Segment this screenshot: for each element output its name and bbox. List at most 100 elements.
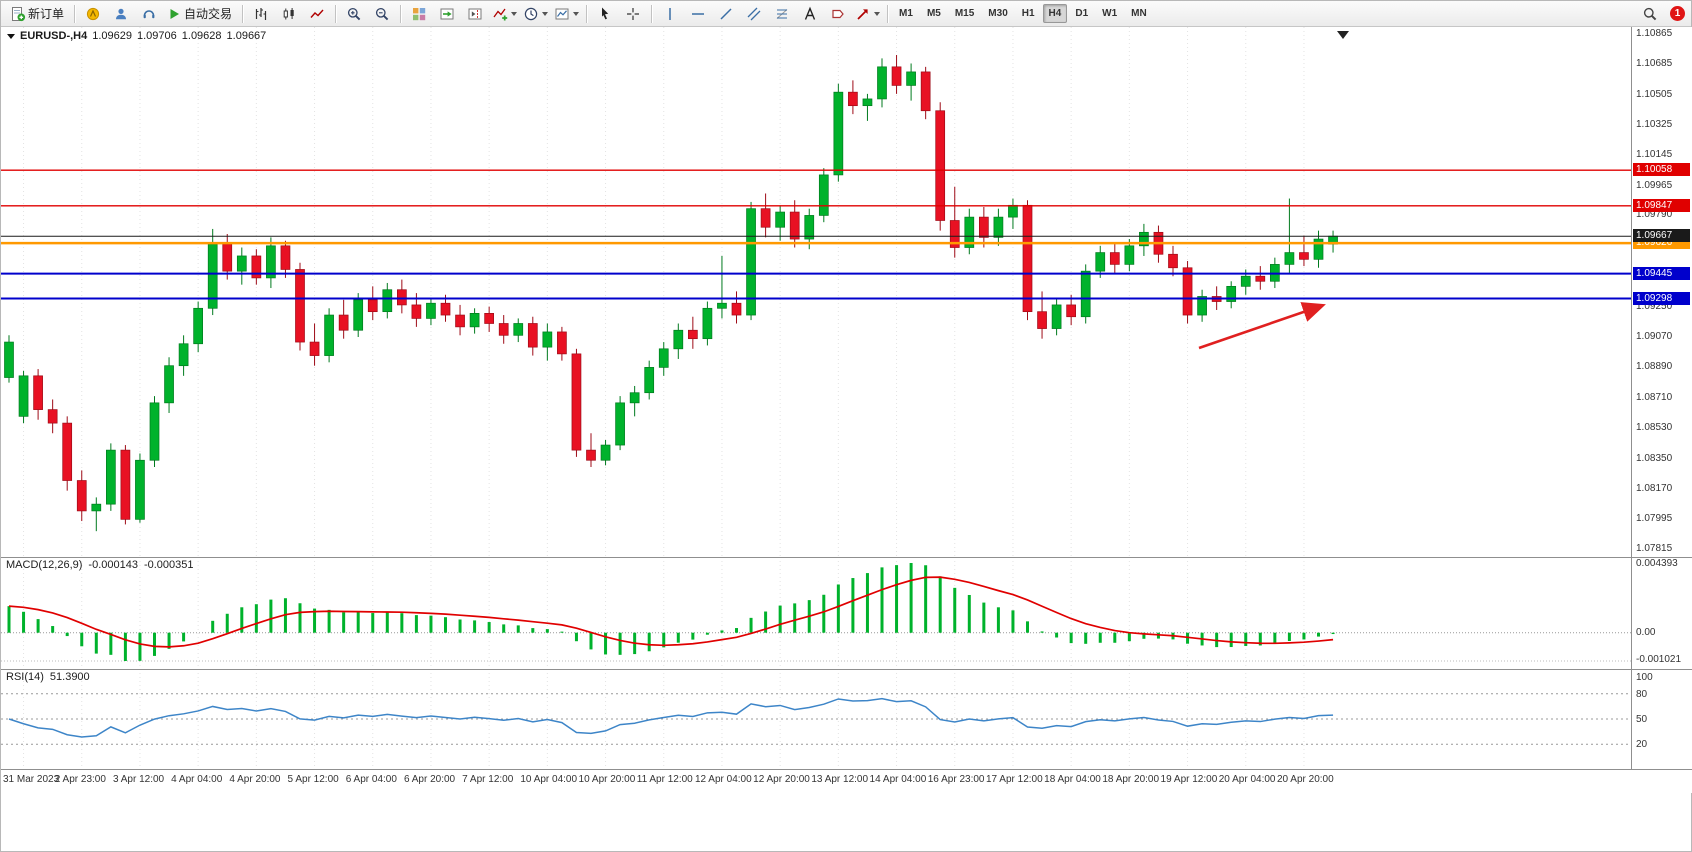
panel-divider[interactable] bbox=[1, 669, 1692, 670]
candle bbox=[1022, 200, 1033, 321]
horizontal-line-tool-button[interactable] bbox=[684, 2, 712, 25]
search-button[interactable] bbox=[1636, 2, 1664, 25]
timeframe-m30-button[interactable]: M30 bbox=[988, 8, 1008, 19]
candle bbox=[542, 323, 553, 361]
chart-area: EURUSD-,H4 1.09629 1.09706 1.09628 1.096… bbox=[1, 27, 1692, 793]
price-axis-tick: 1.07815 bbox=[1636, 542, 1673, 554]
time-axis-label: 31 Mar 2023 bbox=[3, 774, 60, 785]
trendline-tool-button[interactable] bbox=[712, 2, 740, 25]
time-axis-label: 6 Apr 20:00 bbox=[403, 774, 456, 785]
price-axis[interactable]: 1.10865 1.10685 1.10505 1.10325 1.10145 1.099… bbox=[1631, 27, 1692, 769]
price-axis-tick: 1.10865 bbox=[1636, 27, 1673, 39]
candle-chart-button[interactable] bbox=[275, 2, 303, 25]
profile-button[interactable] bbox=[107, 2, 135, 25]
chevron-down-icon bbox=[874, 11, 881, 16]
candle bbox=[513, 318, 524, 343]
periods-button[interactable] bbox=[520, 2, 551, 25]
new-order-button[interactable]: 新订单 bbox=[7, 2, 70, 25]
candle bbox=[1226, 281, 1237, 309]
time-axis-label: 20 Apr 20:00 bbox=[1276, 774, 1334, 785]
timeframe-d1-button[interactable]: D1 bbox=[1075, 8, 1089, 19]
cursor-tool-button[interactable] bbox=[591, 2, 619, 25]
macd-main-value: -0.000143 bbox=[88, 559, 138, 571]
rsi-canvas[interactable] bbox=[1, 669, 1631, 769]
fibonacci-tool-button[interactable] bbox=[768, 2, 796, 25]
macd-axis-tick: 0.004393 bbox=[1636, 558, 1678, 569]
timeframe-m15-button[interactable]: M15 bbox=[954, 8, 975, 19]
price-chart-canvas[interactable] bbox=[1, 27, 1631, 557]
autotrading-label: 自动交易 bbox=[184, 7, 233, 21]
zoom-out-button[interactable] bbox=[368, 2, 396, 25]
price-axis-tick: 1.09070 bbox=[1636, 330, 1673, 342]
market-icon bbox=[86, 7, 100, 20]
candle bbox=[484, 306, 494, 332]
toolbar-separator bbox=[74, 4, 76, 23]
candle bbox=[1051, 298, 1062, 336]
candle bbox=[877, 58, 887, 108]
macd-label: MACD(12,26,9) bbox=[6, 559, 83, 571]
timeframe-w1-button[interactable]: W1 bbox=[1102, 8, 1118, 19]
rsi-axis-tick: 50 bbox=[1636, 714, 1648, 725]
crosshair-tool-button[interactable] bbox=[619, 2, 647, 25]
zoom-in-icon bbox=[347, 7, 361, 20]
toolbar-separator bbox=[651, 4, 653, 23]
candle bbox=[76, 470, 87, 522]
timeframe-h1-button[interactable]: H1 bbox=[1021, 8, 1035, 19]
zoom-in-button[interactable] bbox=[340, 2, 368, 25]
price-axis-tick: 1.09965 bbox=[1636, 179, 1673, 191]
symbol-dropdown-icon[interactable] bbox=[7, 33, 15, 39]
timeframe-mn-button[interactable]: MN bbox=[1131, 8, 1147, 19]
notification-badge[interactable]: 1 bbox=[1670, 6, 1685, 21]
channel-tool-button[interactable] bbox=[740, 2, 768, 25]
autotrading-button[interactable]: 自动交易 bbox=[163, 2, 238, 25]
horizontal-line-icon bbox=[692, 12, 705, 15]
cursor-icon bbox=[602, 7, 609, 19]
candle bbox=[91, 497, 102, 532]
timeframe-h4-button[interactable]: H4 bbox=[1042, 4, 1068, 23]
vertical-line-tool-button[interactable] bbox=[656, 2, 684, 25]
search-icon bbox=[1643, 7, 1657, 20]
time-axis-label: 19 Apr 12:00 bbox=[1160, 774, 1218, 785]
price-axis-tick: 1.10325 bbox=[1636, 119, 1673, 131]
candle bbox=[266, 237, 276, 289]
candle bbox=[236, 247, 247, 285]
price-tag: 1.09445 bbox=[1633, 266, 1690, 280]
tile-windows-button[interactable] bbox=[405, 2, 433, 25]
candle bbox=[600, 439, 611, 466]
time-axis[interactable]: 31 Mar 2023 2 Apr 23:00 3 Apr 12:00 4 Apr 0… bbox=[1, 769, 1692, 793]
price-axis-tick: 1.09250 bbox=[1636, 300, 1673, 312]
candle bbox=[862, 93, 873, 121]
bar-chart-button[interactable] bbox=[247, 2, 275, 25]
community-button[interactable] bbox=[135, 2, 163, 25]
timeframe-m1-button[interactable]: M1 bbox=[899, 8, 913, 19]
candle bbox=[4, 335, 14, 383]
candle bbox=[673, 323, 684, 359]
price-axis-tick: 1.08530 bbox=[1636, 422, 1673, 434]
chevron-down-icon bbox=[573, 11, 580, 16]
line-chart-button[interactable] bbox=[303, 2, 331, 25]
candle bbox=[615, 396, 625, 451]
chart-shift-button[interactable] bbox=[461, 2, 489, 25]
candle bbox=[135, 453, 145, 523]
candle bbox=[455, 304, 465, 336]
rsi-axis-tick: 100 bbox=[1636, 672, 1653, 683]
market-button[interactable] bbox=[79, 2, 107, 25]
candle bbox=[687, 316, 698, 349]
timeframe-m5-button[interactable]: M5 bbox=[926, 8, 941, 19]
indicators-button[interactable] bbox=[489, 2, 520, 25]
macd-panel: MACD(12,26,9) -0.000143 -0.000351 bbox=[1, 557, 1631, 669]
auto-scroll-button[interactable] bbox=[433, 2, 461, 25]
templates-button[interactable] bbox=[551, 2, 582, 25]
time-axis-label: 18 Apr 20:00 bbox=[1102, 774, 1160, 785]
indicators-icon bbox=[493, 8, 508, 20]
panel-divider[interactable] bbox=[1, 557, 1692, 558]
label-tool-button[interactable] bbox=[824, 2, 852, 25]
rsi-axis-tick: 80 bbox=[1636, 688, 1648, 700]
chart-shift-marker bbox=[1337, 31, 1349, 39]
macd-canvas[interactable] bbox=[1, 557, 1631, 669]
arrows-tool-button[interactable] bbox=[852, 2, 883, 25]
time-axis-label: 11 Apr 12:00 bbox=[636, 774, 693, 785]
text-tool-button[interactable] bbox=[796, 2, 824, 25]
channel-icon bbox=[747, 7, 761, 20]
